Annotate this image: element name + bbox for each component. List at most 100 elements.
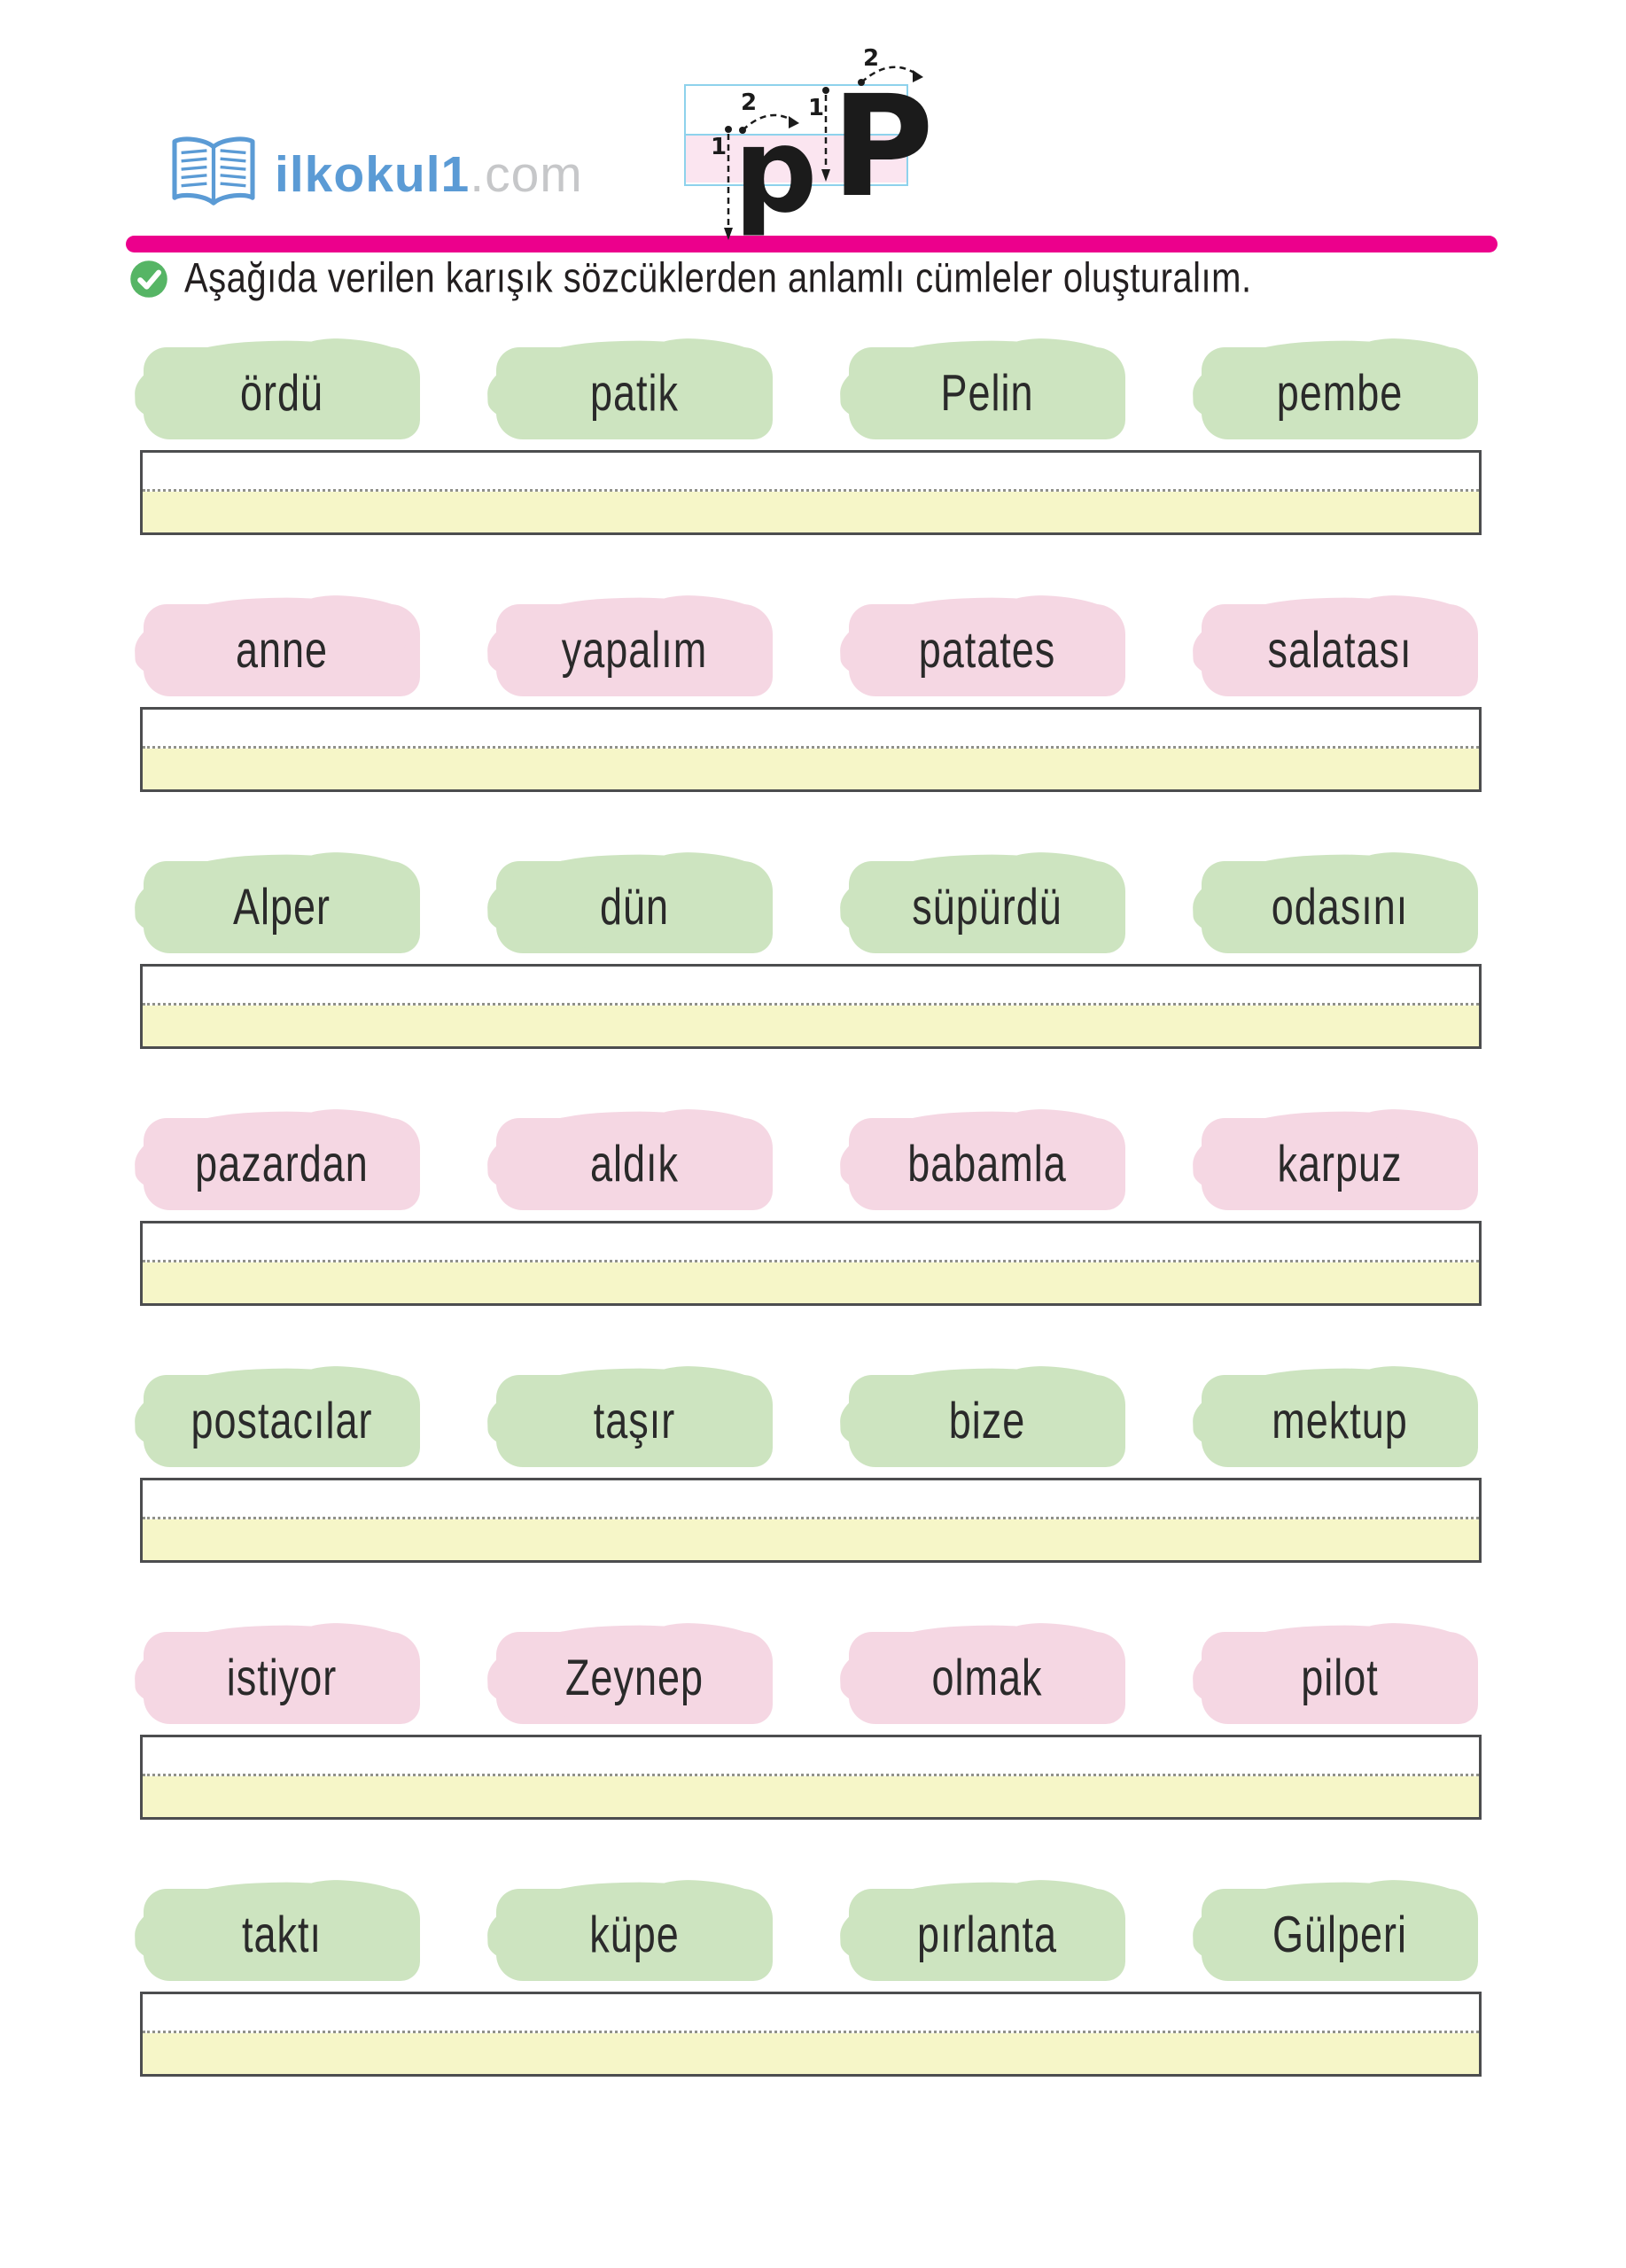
writing-line-upper bbox=[143, 1480, 1479, 1519]
word-blob-strip: istiyor Zeynep olmak pilot bbox=[140, 1628, 1482, 1728]
word-blob: Zeynep bbox=[496, 1632, 773, 1724]
writing-line-upper bbox=[143, 453, 1479, 492]
word-label: anne bbox=[235, 620, 329, 679]
stroke-arrow-curve-icon bbox=[858, 66, 923, 86]
word-blob: yapalım bbox=[496, 604, 773, 696]
logo-domain-suffix: .com bbox=[470, 146, 583, 203]
word-label: salatası bbox=[1267, 620, 1412, 679]
sentence-exercise-row: Alper dün süpürdü odasını bbox=[140, 858, 1482, 1049]
letter-practice-box: p P 1 2 1 2 bbox=[684, 47, 934, 240]
word-blob-strip: pazardan aldık babamla karpuz bbox=[140, 1115, 1482, 1214]
word-blob: salatası bbox=[1202, 604, 1478, 696]
word-label: Zeynep bbox=[564, 1648, 704, 1706]
word-blob: postacılar bbox=[144, 1375, 420, 1467]
word-label: Pelin bbox=[940, 363, 1034, 422]
answer-writing-line[interactable] bbox=[140, 707, 1482, 792]
exercise-rows: ördü patik Pelin pembe anne yapalım patates sa… bbox=[140, 344, 1482, 2142]
writing-line-lower bbox=[143, 1262, 1479, 1303]
stroke-number: 2 bbox=[741, 89, 758, 116]
writing-line-upper bbox=[143, 967, 1479, 1006]
writing-line-upper bbox=[143, 710, 1479, 749]
word-blob: Alper bbox=[144, 861, 420, 953]
word-label: yapalım bbox=[561, 620, 708, 679]
checkmark-circle-icon bbox=[130, 260, 167, 298]
word-blob: bize bbox=[849, 1375, 1125, 1467]
word-label: aldık bbox=[589, 1134, 680, 1192]
open-book-icon bbox=[172, 136, 255, 206]
sentence-exercise-row: istiyor Zeynep olmak pilot bbox=[140, 1628, 1482, 1820]
writing-line-lower bbox=[143, 749, 1479, 789]
writing-line-upper bbox=[143, 1737, 1479, 1776]
word-blob: karpuz bbox=[1202, 1118, 1478, 1210]
word-label: dün bbox=[599, 877, 670, 936]
word-label: karpuz bbox=[1277, 1134, 1403, 1192]
word-label: taktı bbox=[241, 1905, 323, 1963]
word-label: pırlanta bbox=[916, 1905, 1058, 1963]
writing-line-lower bbox=[143, 1006, 1479, 1046]
word-blob: patik bbox=[496, 347, 773, 439]
sentence-exercise-row: pazardan aldık babamla karpuz bbox=[140, 1115, 1482, 1306]
answer-writing-line[interactable] bbox=[140, 964, 1482, 1049]
word-blob-strip: ördü patik Pelin pembe bbox=[140, 344, 1482, 443]
stroke-number: 1 bbox=[711, 134, 727, 160]
word-label: Alper bbox=[232, 877, 331, 936]
logo-text: ilkokul1.com bbox=[275, 145, 583, 204]
word-label: küpe bbox=[589, 1905, 680, 1963]
word-blob: Gülperi bbox=[1202, 1889, 1478, 1981]
word-blob-strip: anne yapalım patates salatası bbox=[140, 601, 1482, 700]
sentence-exercise-row: ördü patik Pelin pembe bbox=[140, 344, 1482, 535]
answer-writing-line[interactable] bbox=[140, 1992, 1482, 2077]
header-divider-bar bbox=[126, 236, 1498, 252]
word-label: pembe bbox=[1276, 363, 1404, 422]
word-blob: pırlanta bbox=[849, 1889, 1125, 1981]
word-blob: odasını bbox=[1202, 861, 1478, 953]
word-blob: küpe bbox=[496, 1889, 773, 1981]
word-blob: pembe bbox=[1202, 347, 1478, 439]
lowercase-letter: p bbox=[734, 103, 818, 239]
answer-writing-line[interactable] bbox=[140, 1221, 1482, 1306]
stroke-arrow-curve-icon bbox=[739, 113, 799, 134]
word-blob: patates bbox=[849, 604, 1125, 696]
word-blob: babamla bbox=[849, 1118, 1125, 1210]
word-label: babamla bbox=[907, 1134, 1067, 1192]
word-blob: istiyor bbox=[144, 1632, 420, 1724]
word-blob: ördü bbox=[144, 347, 420, 439]
writing-line-lower bbox=[143, 492, 1479, 532]
word-label: bize bbox=[948, 1391, 1026, 1449]
logo-site-name: ilkokul1 bbox=[275, 146, 471, 203]
answer-writing-line[interactable] bbox=[140, 1735, 1482, 1820]
writing-line-lower bbox=[143, 1776, 1479, 1817]
word-blob: taktı bbox=[144, 1889, 420, 1981]
word-blob: mektup bbox=[1202, 1375, 1478, 1467]
word-label: odasını bbox=[1271, 877, 1409, 936]
site-logo: ilkokul1.com bbox=[165, 133, 583, 216]
word-label: taşır bbox=[593, 1391, 676, 1449]
writing-line-upper bbox=[143, 1223, 1479, 1262]
word-blob-strip: postacılar taşır bize mektup bbox=[140, 1371, 1482, 1471]
sentence-exercise-row: anne yapalım patates salatası bbox=[140, 601, 1482, 792]
instruction-row: Aşağıda verilen karışık sözcüklerden anl… bbox=[129, 255, 1459, 301]
word-label: pilot bbox=[1301, 1648, 1379, 1706]
word-blob: pilot bbox=[1202, 1632, 1478, 1724]
word-label: istiyor bbox=[226, 1648, 338, 1706]
word-blob: olmak bbox=[849, 1632, 1125, 1724]
stroke-arrow-down-icon bbox=[724, 126, 733, 240]
answer-writing-line[interactable] bbox=[140, 450, 1482, 535]
word-blob-strip: taktı küpe pırlanta Gülperi bbox=[140, 1885, 1482, 1984]
uppercase-letter: P bbox=[831, 66, 934, 229]
word-label: Gülperi bbox=[1272, 1905, 1408, 1963]
sentence-exercise-row: taktı küpe pırlanta Gülperi bbox=[140, 1885, 1482, 2077]
word-label: patik bbox=[589, 363, 680, 422]
writing-line-upper bbox=[143, 1994, 1479, 2033]
word-label: patates bbox=[918, 620, 1056, 679]
stroke-arrow-down-icon bbox=[821, 87, 830, 182]
sentence-exercise-row: postacılar taşır bize mektup bbox=[140, 1371, 1482, 1563]
stroke-number: 1 bbox=[808, 95, 825, 121]
word-blob: aldık bbox=[496, 1118, 773, 1210]
word-blob: Pelin bbox=[849, 347, 1125, 439]
word-label: pazardan bbox=[195, 1134, 369, 1192]
word-blob: anne bbox=[144, 604, 420, 696]
answer-writing-line[interactable] bbox=[140, 1478, 1482, 1563]
word-label: olmak bbox=[931, 1648, 1043, 1706]
